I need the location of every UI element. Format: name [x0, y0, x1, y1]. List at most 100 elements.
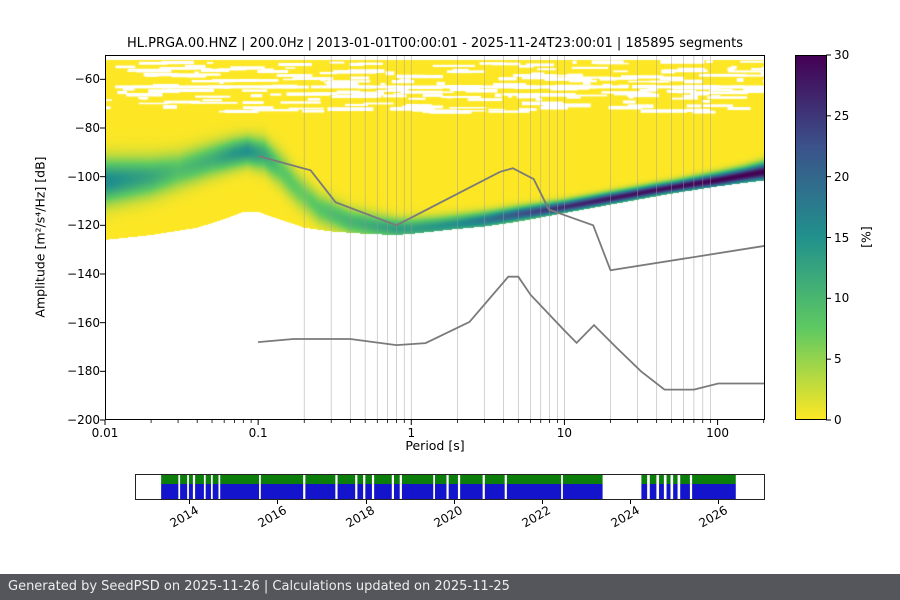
- availability-segment-green: [374, 475, 392, 484]
- x-tick-label: 0.01: [91, 426, 119, 440]
- y-tick-label: −100: [67, 169, 100, 184]
- availability-segment-blue: [260, 484, 304, 499]
- y-tick-label: −200: [67, 413, 100, 427]
- availability-segment-green: [180, 475, 188, 484]
- colorbar-tick-label: 0: [834, 413, 842, 427]
- availability-segment-green: [460, 475, 483, 484]
- y-tick-label: −140: [67, 267, 100, 281]
- y-tick-label: −120: [67, 218, 100, 233]
- colorbar-tick-label: 20: [834, 169, 850, 184]
- colorbar-tick-label: 10: [834, 291, 850, 306]
- availability-segment-blue: [641, 484, 648, 499]
- year-tick: [718, 500, 720, 504]
- footer-bar: Generated by SeedPSD on 2025-11-26 | Cal…: [0, 574, 900, 600]
- availability-segment-blue: [680, 484, 690, 499]
- availability-segments: [161, 475, 736, 499]
- y-tick-label: −160: [67, 315, 100, 330]
- availability-segment-blue: [393, 484, 400, 499]
- availability-segment-green: [188, 475, 193, 484]
- availability-segment-green: [649, 475, 657, 484]
- year-tick: [277, 500, 279, 504]
- availability-segment-blue: [195, 484, 204, 499]
- availability-segment-blue: [337, 484, 356, 499]
- availability-segment-green: [161, 475, 179, 484]
- colorbar-tick-label: 15: [834, 230, 850, 245]
- availability-segment-blue: [692, 484, 736, 499]
- availability-segment-blue: [666, 484, 671, 499]
- availability-segment-blue: [562, 484, 603, 499]
- availability-segment-blue: [305, 484, 336, 499]
- availability-segment-blue: [649, 484, 657, 499]
- year-tick-label: 2020: [431, 503, 466, 531]
- availability-segment-blue: [374, 484, 392, 499]
- availability-segment-green: [506, 475, 562, 484]
- colorbar-tick-label: 25: [834, 108, 850, 123]
- colorbar-gradient: [795, 55, 827, 420]
- availability-segment-blue: [161, 484, 179, 499]
- availability-segment-green: [393, 475, 400, 484]
- availability-segment-blue: [506, 484, 562, 499]
- year-tick: [541, 500, 543, 504]
- nhnm-noise-model-curve: [257, 155, 766, 272]
- colorbar-tick-label: 5: [834, 352, 842, 367]
- year-tick-label: 2014: [167, 503, 201, 531]
- availability-segment-green: [666, 475, 671, 484]
- year-tick-label: 2018: [343, 503, 378, 531]
- availability-segment-green: [305, 475, 336, 484]
- availability-segment-green: [337, 475, 356, 484]
- availability-segment-green: [692, 475, 736, 484]
- year-tick: [453, 500, 455, 504]
- footer-text: Generated by SeedPSD on 2025-11-26 | Cal…: [8, 579, 510, 594]
- availability-segment-green: [435, 475, 447, 484]
- availability-segment-green: [401, 475, 434, 484]
- availability-segment-green: [365, 475, 372, 484]
- year-tick: [189, 500, 191, 504]
- availability-segment-blue: [484, 484, 505, 499]
- availability-segment-blue: [448, 484, 458, 499]
- x-tick-label: 10: [556, 426, 573, 440]
- availability-segment-green: [195, 475, 204, 484]
- x-axis-label: Period [s]: [405, 438, 465, 453]
- availability-segment-green: [484, 475, 505, 484]
- availability-timeline: [135, 474, 765, 500]
- colorbar-tick-label: 30: [834, 48, 850, 62]
- y-tick-label: −180: [67, 364, 100, 379]
- availability-segment-green: [562, 475, 603, 484]
- year-tick: [365, 500, 367, 504]
- year-tick-label: 2024: [608, 503, 642, 531]
- availability-segment-blue: [212, 484, 219, 499]
- y-tick-label: −60: [74, 72, 100, 87]
- y-axis-label: Amplitude [m²/s⁴/Hz] [dB]: [32, 156, 48, 318]
- availability-segment-green: [448, 475, 458, 484]
- availability-segment-blue: [220, 484, 260, 499]
- year-tick-label: 2022: [520, 503, 554, 531]
- availability-segment-blue: [365, 484, 372, 499]
- ppsd-heatmap: [105, 55, 765, 420]
- availability-segment-green: [212, 475, 219, 484]
- y-tick-label: −80: [74, 121, 100, 135]
- availability-segment-blue: [188, 484, 193, 499]
- availability-segment-blue: [659, 484, 664, 499]
- availability-segment-green: [673, 475, 678, 484]
- colorbar-ticks: [826, 54, 831, 421]
- availability-segment-blue: [673, 484, 678, 499]
- availability-segment-blue: [357, 484, 364, 499]
- availability-segment-green: [641, 475, 648, 484]
- availability-segment-green: [205, 475, 211, 484]
- plot-title: HL.PRGA.00.HNZ | 200.0Hz | 2013-01-01T00…: [127, 36, 743, 51]
- x-tick-label: 1: [407, 426, 416, 440]
- availability-segment-green: [659, 475, 664, 484]
- nlnm-noise-model-curve: [258, 275, 765, 391]
- availability-segment-green: [260, 475, 304, 484]
- availability-segment-blue: [460, 484, 483, 499]
- year-tick-label: 2016: [255, 503, 289, 531]
- plot-border: [105, 55, 765, 420]
- plot-overlay: [100, 55, 766, 425]
- availability-segment-blue: [180, 484, 188, 499]
- year-tick-label: 2026: [696, 503, 730, 531]
- availability-segment-green: [680, 475, 690, 484]
- availability-segment-blue: [401, 484, 434, 499]
- x-tick-label: 100: [706, 426, 730, 440]
- availability-segment-blue: [205, 484, 211, 499]
